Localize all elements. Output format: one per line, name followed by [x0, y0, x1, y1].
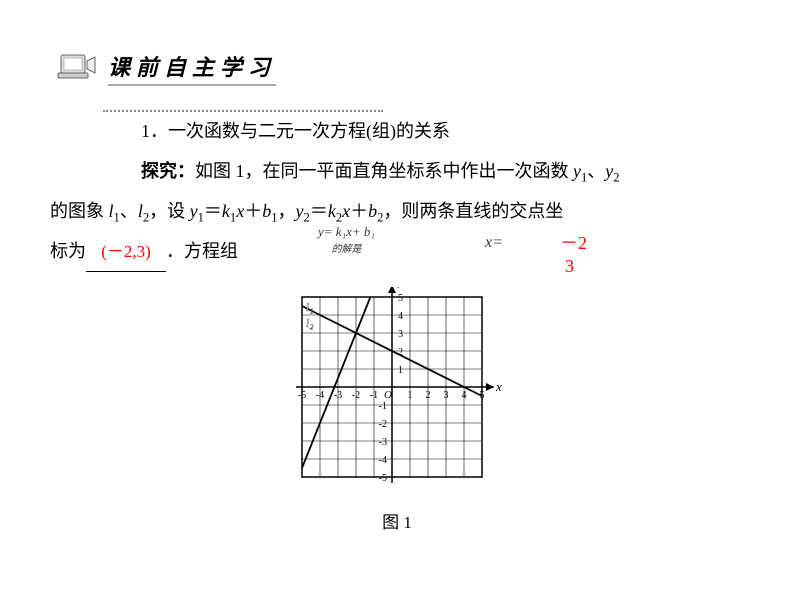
svg-text:1: 1 [408, 390, 413, 401]
content-body: 1．一次函数与二元一次方程(组)的关系 探究：如图 1，在同一平面直角坐标系中作… [105, 112, 744, 272]
solution-x: －2 [560, 232, 587, 255]
svg-text:-1: -1 [379, 401, 387, 412]
explore-text-2: 的图象 [50, 201, 109, 221]
svg-text:-4: -4 [379, 455, 387, 466]
decor-icon [55, 51, 100, 86]
middle-formula: y= k₁x+ b₁ 的解是 [318, 224, 375, 255]
figure-container: -5-4-3-2-112345-5-4-3-2-112345Oxyl₁l₂ 图 … [50, 287, 744, 533]
eq1-eq: ＝ [204, 201, 222, 221]
svg-text:y: y [396, 287, 404, 288]
svg-text:-3: -3 [379, 437, 387, 448]
section-title: 课前自主学习 [108, 50, 276, 86]
eq2-eq: ＝ [310, 201, 328, 221]
svg-text:-2: -2 [379, 419, 387, 430]
explore-label: 探究： [141, 161, 195, 181]
svg-text:-4: -4 [316, 390, 324, 401]
answer-blank: (－2,3) [86, 233, 166, 271]
explore-line-3: 标为(－2,3)．方程组 [50, 232, 744, 272]
svg-text:O: O [384, 389, 392, 401]
heading-text: 1．一次函数与二元一次方程(组)的关系 [141, 121, 450, 141]
solution-x-label: x= [485, 234, 563, 252]
svg-text:4: 4 [398, 311, 403, 322]
explore-text-3: ，设 [149, 201, 190, 221]
heading-line: 1．一次函数与二元一次方程(组)的关系 [105, 112, 744, 152]
y1: y [573, 161, 581, 181]
explore-line-2: 的图象 l1、l2，设 y1＝k1x＋b1，y2＝k2x＋b2，则两条直线的交点… [50, 192, 744, 232]
svg-text:-1: -1 [370, 390, 378, 401]
eq1-plus: ＋ [244, 201, 262, 221]
eq2-k: k [328, 201, 336, 221]
svg-text:1: 1 [398, 365, 403, 376]
explore-text-6: ．方程组 [166, 241, 238, 261]
mid-line-2: 的解是 [318, 240, 375, 255]
svg-text:-5: -5 [298, 390, 306, 401]
eq2-y: y [296, 201, 304, 221]
eq2-b: b [368, 201, 377, 221]
explore-text-4: ，则两条直线的交点坐 [383, 201, 563, 221]
y1-sub: 1 [581, 170, 587, 184]
coordinate-chart: -5-4-3-2-112345-5-4-3-2-112345Oxyl₁l₂ [282, 287, 512, 504]
sol-x-label: x= [485, 234, 503, 251]
section-header: 课前自主学习 [55, 50, 744, 86]
solution-y: 3 [565, 255, 587, 278]
svg-text:3: 3 [444, 390, 449, 401]
eq2-plus: ＋ [350, 201, 368, 221]
svg-text:5: 5 [398, 293, 403, 304]
svg-text:-3: -3 [334, 390, 342, 401]
y2-sub: 2 [613, 170, 619, 184]
explore-text-1: 如图 1，在同一平面直角坐标系中作出一次函数 [195, 161, 573, 181]
eq1-b: b [262, 201, 271, 221]
svg-text:x: x [495, 379, 502, 394]
comma1: ， [278, 201, 296, 221]
svg-text:l₂: l₂ [306, 316, 314, 330]
svg-text:-2: -2 [352, 390, 360, 401]
eq1-k: k [222, 201, 230, 221]
explore-line-1: 探究：如图 1，在同一平面直角坐标系中作出一次函数 y1、y2 [105, 152, 744, 192]
eq1-y: y [190, 201, 198, 221]
explore-text-5: 标为 [50, 241, 86, 261]
l1-sub: 1 [114, 210, 120, 224]
svg-text:3: 3 [398, 329, 403, 340]
svg-text:2: 2 [426, 390, 431, 401]
solution-answer: －2 3 [560, 232, 587, 279]
mid-line-1: y= k₁x+ b₁ [318, 224, 375, 240]
svg-text:-5: -5 [379, 473, 387, 484]
figure-label: 图 1 [50, 508, 744, 533]
svg-text:4: 4 [462, 390, 467, 401]
svg-text:l₁: l₁ [306, 300, 314, 314]
eq2-x: x [342, 201, 350, 221]
